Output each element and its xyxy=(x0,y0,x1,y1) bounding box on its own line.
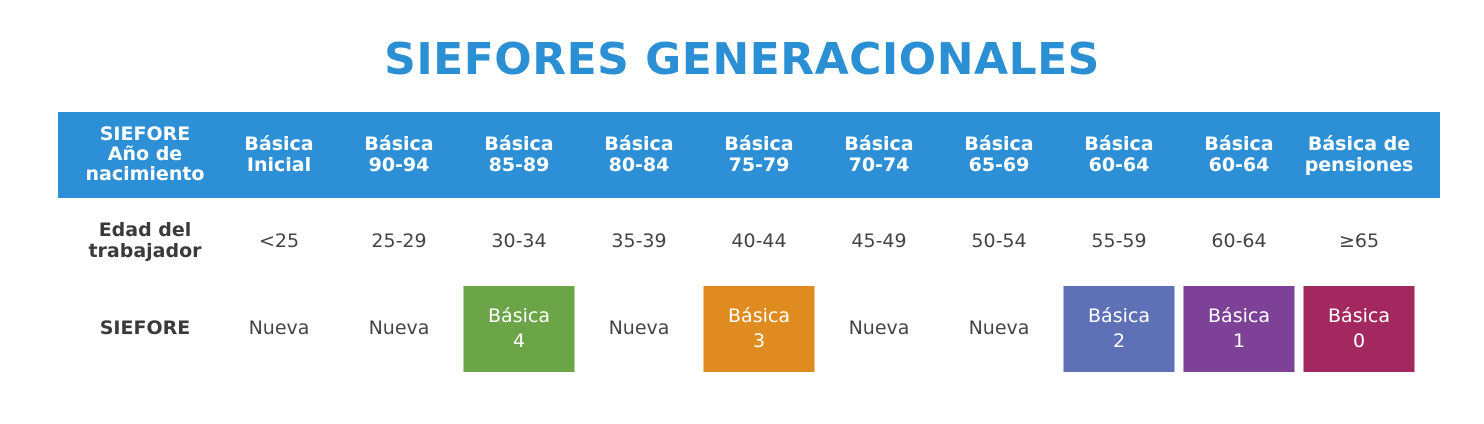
siefore-box: Básica 1 xyxy=(1183,286,1295,372)
header-cell: Básica 60-64 xyxy=(1204,133,1274,176)
cell-value: Nueva xyxy=(968,316,1030,339)
header-cell: SIEFORE Año de nacimiento xyxy=(85,123,205,185)
siefore-box: Básica 0 xyxy=(1303,286,1415,372)
header-cell: Básica 90-94 xyxy=(364,133,434,176)
header-cell: Básica 70-74 xyxy=(844,133,914,176)
header-cell: Básica 85-89 xyxy=(484,133,554,176)
box-label: Básica 4 xyxy=(488,305,550,352)
cell-value: 40-44 xyxy=(731,229,787,252)
cell-value: Nueva xyxy=(608,316,670,339)
header-cell: Básica de pensiones xyxy=(1304,133,1414,176)
box-label: Básica 2 xyxy=(1088,305,1150,352)
cell-value: Nueva xyxy=(248,316,310,339)
cell-value: <25 xyxy=(258,229,300,252)
box-label: Básica 3 xyxy=(728,305,790,352)
header-band xyxy=(58,112,1440,198)
siefore-box: Básica 2 xyxy=(1063,286,1175,372)
header-cell: Básica 65-69 xyxy=(964,133,1034,176)
cell-value: Nueva xyxy=(368,316,430,339)
cell-value: 30-34 xyxy=(491,229,547,252)
cell-value: 45-49 xyxy=(851,229,907,252)
cell-value: 60-64 xyxy=(1211,229,1267,252)
header-cell: Básica Inicial xyxy=(244,133,314,176)
row-label: SIEFORE xyxy=(99,316,191,339)
cell-value: Nueva xyxy=(848,316,910,339)
siefore-box: Básica 3 xyxy=(703,286,815,372)
row-label: Edad del trabajador xyxy=(88,219,202,262)
siefore-box: Básica 4 xyxy=(463,286,575,372)
header-cell: Básica 80-84 xyxy=(604,133,674,176)
box-label: Básica 0 xyxy=(1328,305,1390,352)
cell-value: 50-54 xyxy=(971,229,1027,252)
cell-value: 25-29 xyxy=(371,229,427,252)
box-label: Básica 1 xyxy=(1208,305,1270,352)
header-cell: Básica 75-79 xyxy=(724,133,794,176)
cell-value: 35-39 xyxy=(611,229,667,252)
header-cell: Básica 60-64 xyxy=(1084,133,1154,176)
title: SIEFORES GENERACIONALES xyxy=(384,34,1100,85)
cell-value: 55-59 xyxy=(1091,229,1147,252)
cell-value: ≥65 xyxy=(1338,229,1380,252)
